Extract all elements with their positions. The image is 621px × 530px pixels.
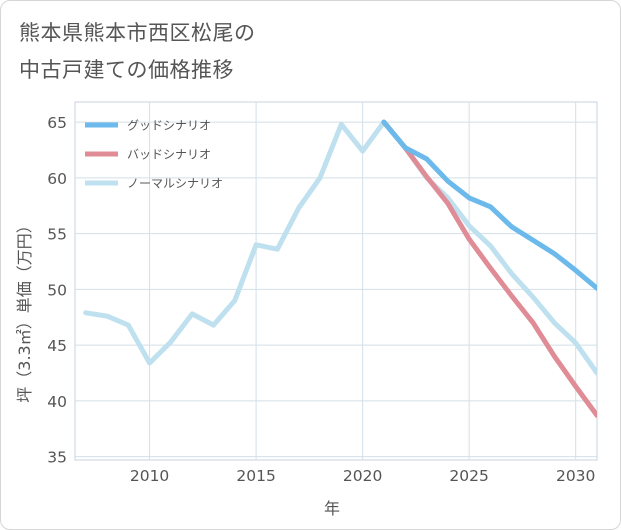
chart-title-line-1: 熊本県熊本市西区松尾の xyxy=(19,21,256,45)
x-tick-label-2010: 2010 xyxy=(130,467,169,485)
x-tick-label-2020: 2020 xyxy=(343,467,382,485)
chart-title-line-2: 中古戸建ての価格推移 xyxy=(19,58,234,82)
legend-label-2: ノーマルシナリオ xyxy=(127,177,223,191)
tick-labels: 35 40 45 50 55 60 65 2010 2015 2020 2025 2030 xyxy=(47,114,595,485)
y-tick-label-55: 55 xyxy=(47,226,67,244)
plot-area xyxy=(74,101,598,461)
y-tick-label-65: 65 xyxy=(47,114,67,132)
series-layer xyxy=(83,119,597,418)
series-line-1 xyxy=(381,119,597,418)
y-tick-label-60: 60 xyxy=(47,170,67,188)
y-tick-label-50: 50 xyxy=(47,281,67,299)
grid xyxy=(75,102,597,460)
chart-title: 熊本県熊本市西区松尾の 中古戸建ての価格推移 xyxy=(19,15,256,89)
legend-label-1: バッドシナリオ xyxy=(127,148,211,162)
x-tick-label-2025: 2025 xyxy=(449,467,488,485)
y-axis-title: 坪（3.3㎡）単価（万円） xyxy=(15,217,34,402)
x-tick-label-2015: 2015 xyxy=(236,467,275,485)
y-tick-label-35: 35 xyxy=(47,449,67,467)
series-line-0 xyxy=(381,119,597,291)
y-tick-label-40: 40 xyxy=(47,393,67,411)
legend-label-0: グッドシナリオ xyxy=(127,119,211,133)
y-tick-label-45: 45 xyxy=(47,337,67,355)
x-tick-label-2030: 2030 xyxy=(556,467,595,485)
x-axis-title: 年 xyxy=(324,499,340,518)
series-line-2 xyxy=(83,119,597,376)
